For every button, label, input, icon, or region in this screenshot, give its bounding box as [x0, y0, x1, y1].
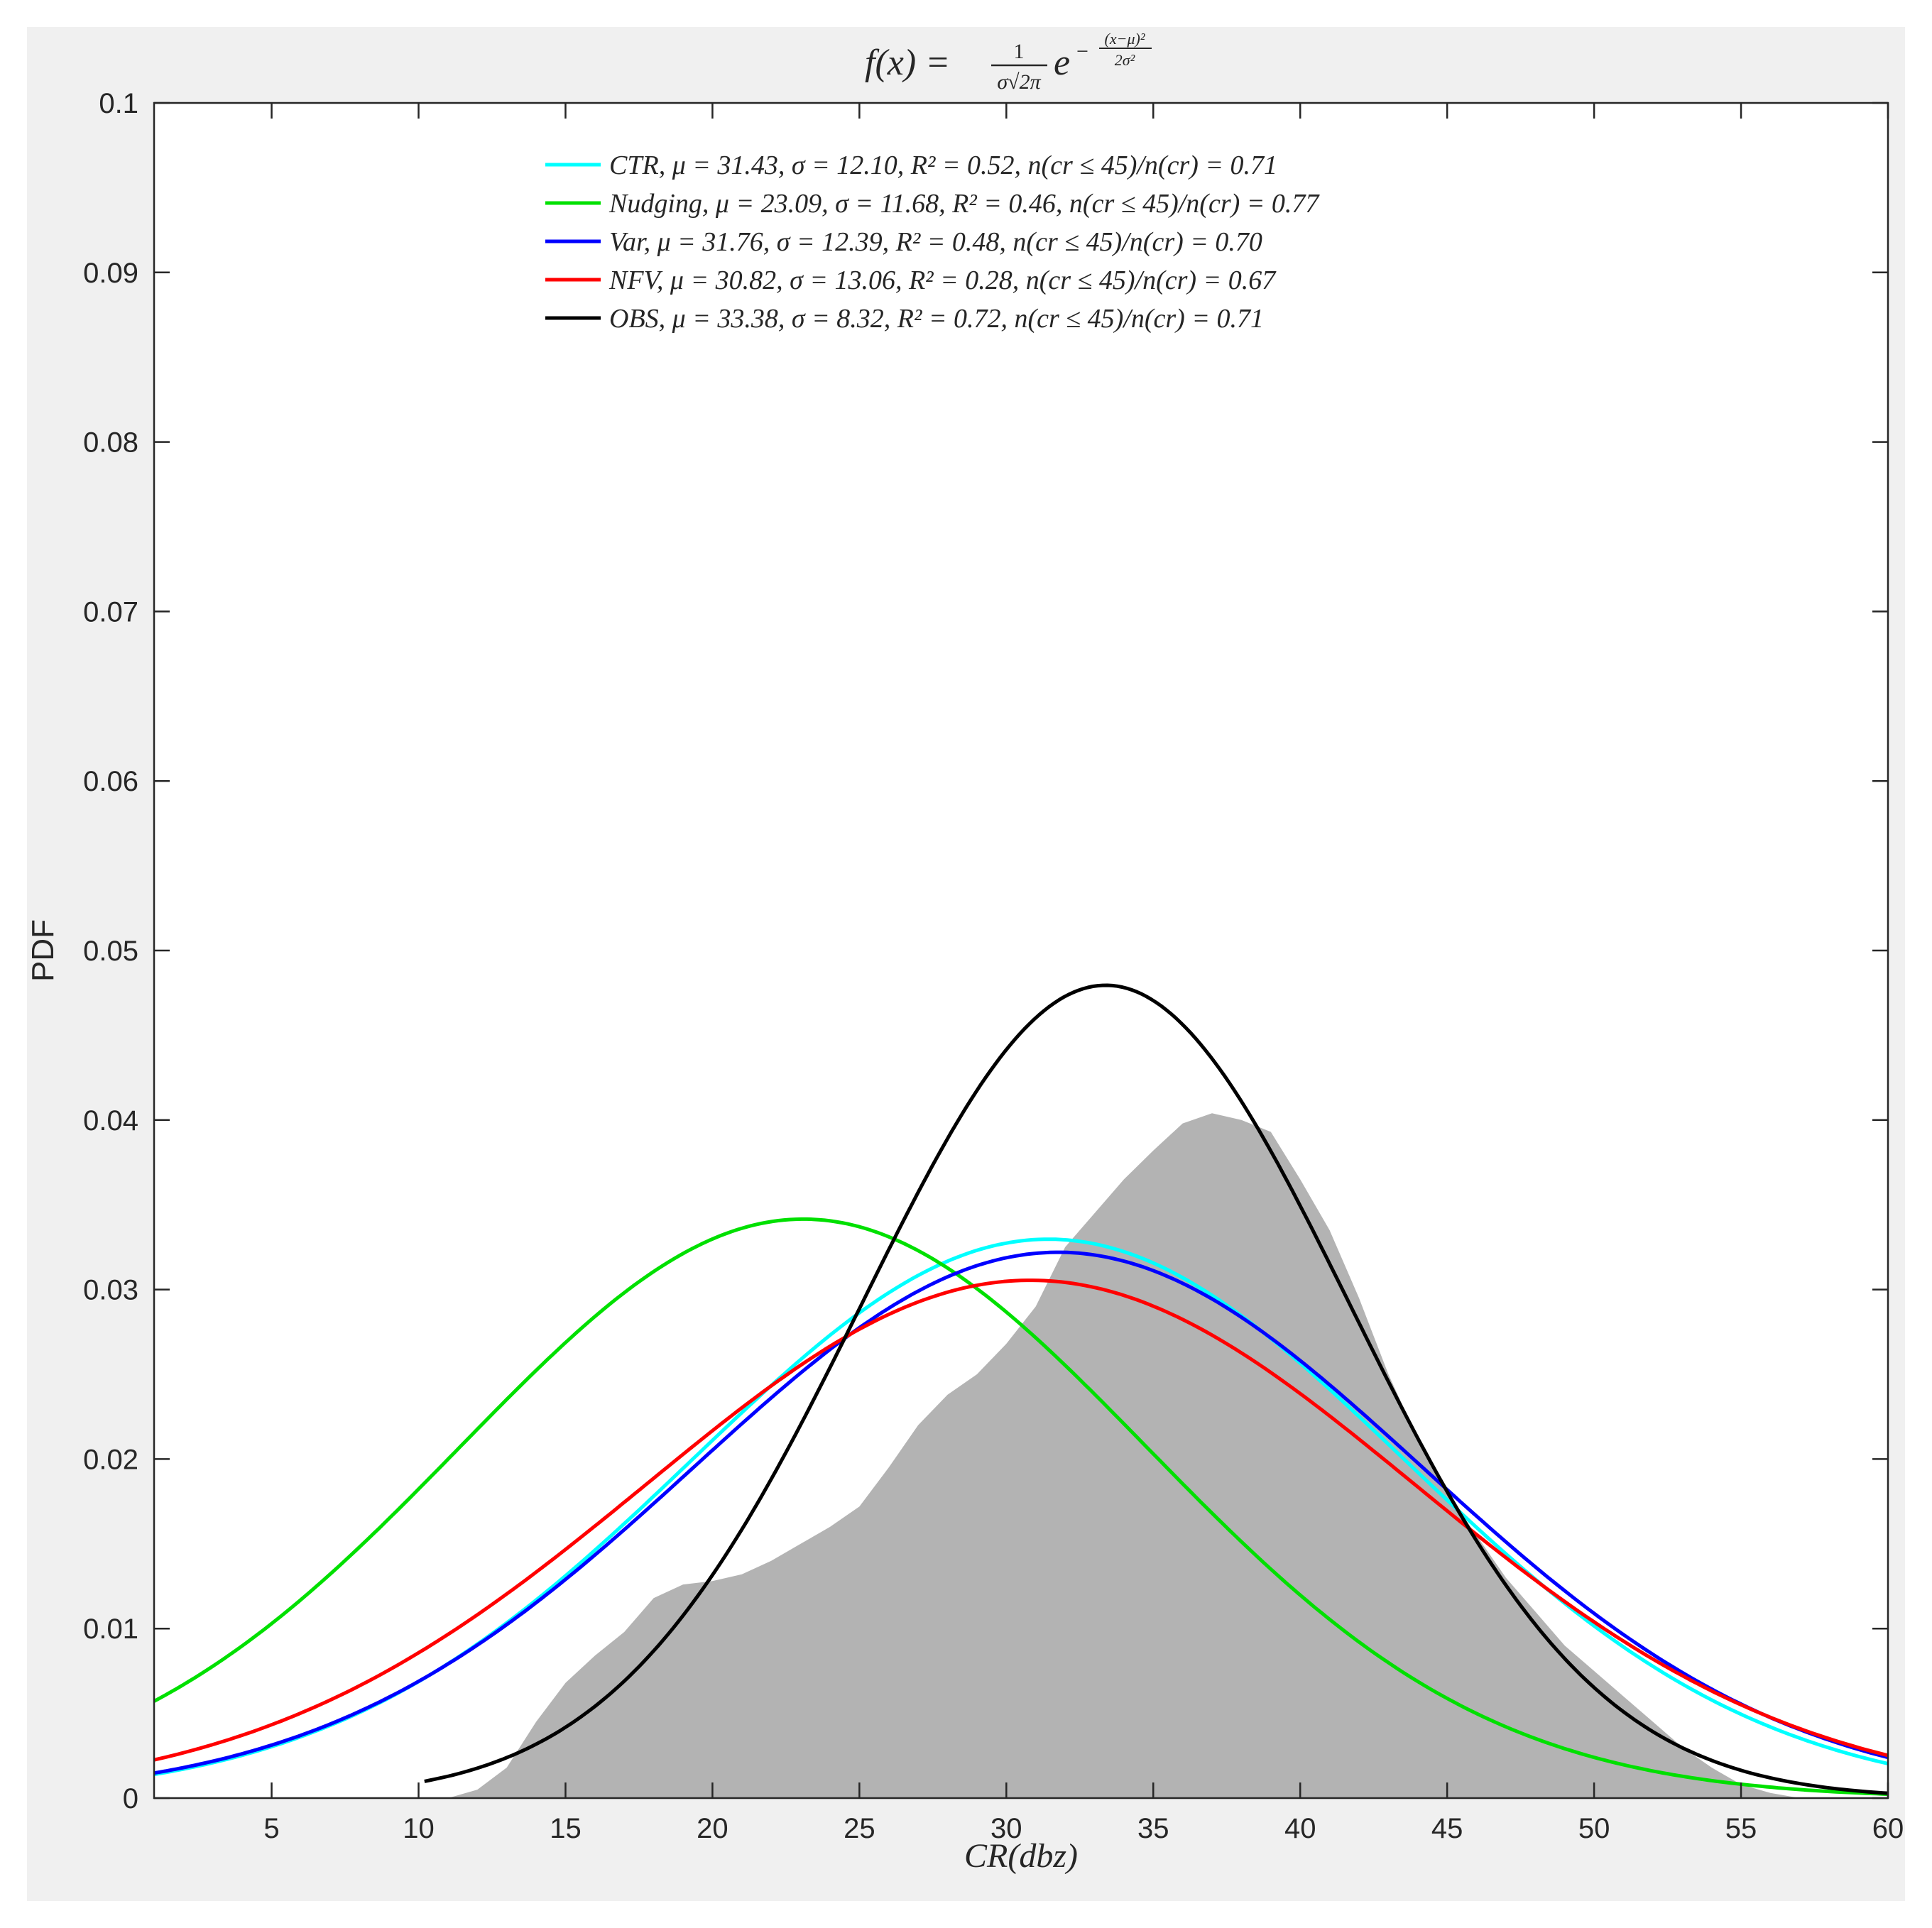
axis-ticks — [154, 102, 1889, 1800]
y-axis-label: PDF — [26, 919, 60, 982]
y-tick-label: 0.09 — [83, 258, 138, 289]
y-tick-label: 0.04 — [83, 1105, 138, 1136]
x-tick-label: 55 — [1725, 1813, 1757, 1844]
title-exp-sign: − — [1076, 40, 1088, 63]
x-tick-label: 45 — [1431, 1813, 1463, 1844]
title-base: e — [1054, 43, 1070, 83]
histogram-area — [447, 1113, 1800, 1798]
title-lhs: f(x) = — [865, 43, 950, 83]
title-exp-den: 2σ² — [1115, 51, 1135, 69]
curve-var — [153, 1250, 1889, 1775]
x-tick-label: 50 — [1578, 1813, 1610, 1844]
title-exp-num: (x−μ)² — [1105, 30, 1145, 48]
pdf-curves — [153, 983, 1889, 1796]
legend-label-nfv: NFV, μ = 30.82, σ = 13.06, R² = 0.28, n(… — [608, 265, 1277, 295]
x-tick-label: 5 — [263, 1813, 279, 1844]
observed-histogram — [447, 1113, 1800, 1798]
curve-nudging — [153, 1217, 1889, 1796]
y-tick-label: 0 — [123, 1783, 138, 1814]
curve-obs — [424, 983, 1889, 1795]
x-axis-label: CR(dbz) — [964, 1837, 1078, 1875]
title-frac-num: 1 — [1014, 40, 1025, 63]
x-tick-label: 25 — [844, 1813, 875, 1844]
x-tick-label: 10 — [403, 1813, 435, 1844]
y-tick-label: 0.01 — [83, 1614, 138, 1645]
x-tick-label: 20 — [697, 1813, 728, 1844]
y-tick-label: 0.08 — [83, 427, 138, 459]
x-tick-label: 40 — [1284, 1813, 1316, 1844]
y-tick-label: 0.03 — [83, 1275, 138, 1306]
y-tick-label: 0.06 — [83, 766, 138, 797]
x-tick-label: 30 — [990, 1813, 1022, 1844]
y-tick-label: 0.05 — [83, 936, 138, 967]
title-frac-den: σ√2π — [997, 70, 1041, 94]
x-tick-labels: 5 10 15 20 25 30 35 40 45 50 55 60 — [263, 1813, 1904, 1844]
y-tick-labels: 0 0.01 0.02 0.03 0.04 0.05 0.06 0.07 0.08 0.09 0.1 — [83, 88, 138, 1814]
x-tick-label: 35 — [1137, 1813, 1169, 1844]
legend: CTR, μ = 31.43, σ = 12.10, R² = 0.52, n(… — [545, 150, 1320, 334]
legend-label-obs: OBS, μ = 33.38, σ = 8.32, R² = 0.72, n(c… — [609, 304, 1264, 334]
y-tick-label: 0.02 — [83, 1444, 138, 1475]
x-tick-label: 60 — [1872, 1813, 1904, 1844]
legend-label-var: Var, μ = 31.76, σ = 12.39, R² = 0.48, n(… — [609, 227, 1262, 257]
legend-label-ctr: CTR, μ = 31.43, σ = 12.10, R² = 0.52, n(… — [609, 150, 1277, 180]
y-tick-label: 0.07 — [83, 596, 138, 628]
legend-label-nudging: Nudging, μ = 23.09, σ = 11.68, R² = 0.46… — [608, 189, 1320, 219]
x-tick-label: 15 — [550, 1813, 582, 1844]
chart-title: f(x) = 1 σ√2π e − (x−μ)² 2σ² — [865, 30, 1152, 94]
y-tick-label: 0.1 — [99, 88, 138, 119]
curve-nfv — [153, 1278, 1889, 1762]
